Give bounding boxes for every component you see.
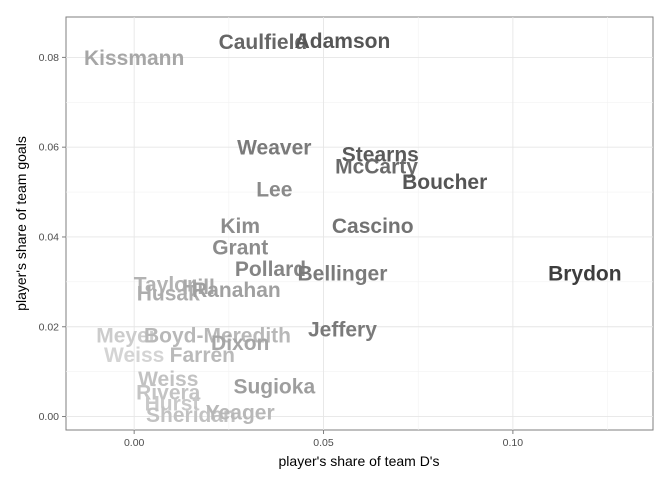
point-label: Caulfield — [219, 31, 308, 54]
point-label: Yeager — [206, 402, 275, 425]
x-tick-label: 0.05 — [313, 437, 334, 449]
point-label: Bellinger — [298, 262, 388, 285]
point-label: Rivera — [136, 381, 201, 404]
point-label: McCarty — [335, 156, 418, 179]
point-label: Brydon — [548, 262, 622, 285]
point-label: Jeffery — [308, 318, 377, 341]
x-axis-title: player's share of team D's — [279, 453, 440, 469]
point-label: Meyer — [96, 324, 157, 347]
point-label: Weaver — [237, 137, 311, 160]
y-tick-label: 0.08 — [39, 52, 60, 64]
point-label: Grant — [212, 236, 268, 259]
point-label: Hill — [182, 276, 215, 299]
y-tick-label: 0.02 — [39, 321, 60, 333]
grid-lines — [66, 17, 653, 430]
x-tick-label: 0.00 — [124, 437, 145, 449]
point-label: Pollard — [235, 258, 306, 281]
point-label: Husak — [137, 283, 200, 306]
point-label: Boyd-Meredith — [144, 324, 291, 347]
point-label: Kissmann — [84, 47, 184, 70]
point-label: Stearns — [342, 143, 419, 166]
y-axis-title: player's share of team goals — [13, 136, 29, 311]
point-label: Cascino — [332, 215, 414, 238]
point-label: Adamson — [295, 30, 391, 53]
point-label: Lee — [256, 178, 292, 201]
point-label: Ranahan — [192, 279, 281, 302]
y-tick-label: 0.06 — [39, 142, 60, 154]
point-label: Sheridan — [146, 404, 236, 427]
y-axis-ticks: 0.00 0.02 0.04 0.06 0.08 — [39, 52, 66, 423]
x-axis-ticks: 0.00 0.05 0.10 — [124, 430, 523, 449]
point-label: Kim — [220, 215, 260, 238]
point-label: Boucher — [402, 171, 487, 194]
point-label: Weiss — [104, 344, 164, 367]
point-label: Weiss — [138, 368, 198, 391]
y-tick-label: 0.00 — [39, 411, 60, 423]
point-label: Sugioka — [233, 376, 315, 399]
point-label: Hurst — [145, 393, 200, 416]
plot-panel — [65, 16, 654, 431]
x-tick-label: 0.10 — [503, 437, 524, 449]
point-label: Taylor — [134, 274, 195, 297]
y-tick-label: 0.04 — [39, 231, 60, 243]
point-label: Farren — [170, 344, 235, 367]
point-label: Dixon — [211, 332, 269, 355]
